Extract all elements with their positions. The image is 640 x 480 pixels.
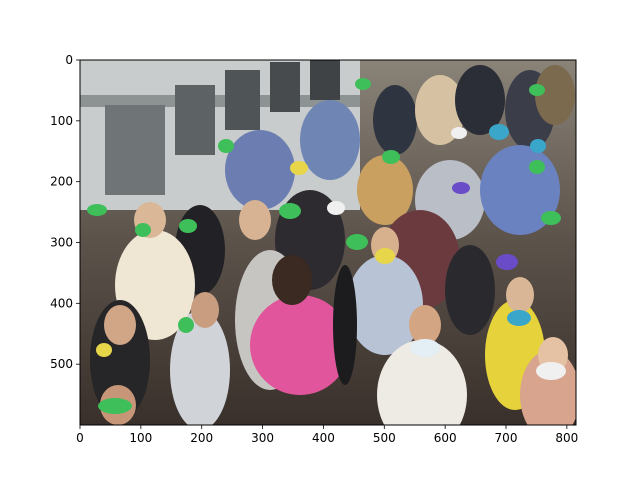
y-tick-label: 400 <box>50 296 73 310</box>
x-tick-label: 600 <box>434 431 457 445</box>
y-tick-label: 200 <box>50 175 73 189</box>
x-tick-label: 700 <box>495 431 518 445</box>
crowd-photo <box>80 60 576 425</box>
y-tick-label: 0 <box>65 53 73 67</box>
face-masks <box>87 78 566 414</box>
x-tick-label: 400 <box>312 431 335 445</box>
y-tick-label: 300 <box>50 236 73 250</box>
x-tick-label: 800 <box>555 431 578 445</box>
x-tick-label: 200 <box>190 431 213 445</box>
x-tick-label: 100 <box>129 431 152 445</box>
x-tick-label: 0 <box>76 431 84 445</box>
x-tick-label: 300 <box>251 431 274 445</box>
x-axis: 0 100 200 300 400 500 600 700 800 <box>76 425 578 445</box>
y-tick-label: 100 <box>50 114 73 128</box>
y-axis: 0 100 200 300 400 500 <box>50 53 80 371</box>
x-tick-label: 500 <box>373 431 396 445</box>
y-tick-label: 500 <box>50 357 73 371</box>
